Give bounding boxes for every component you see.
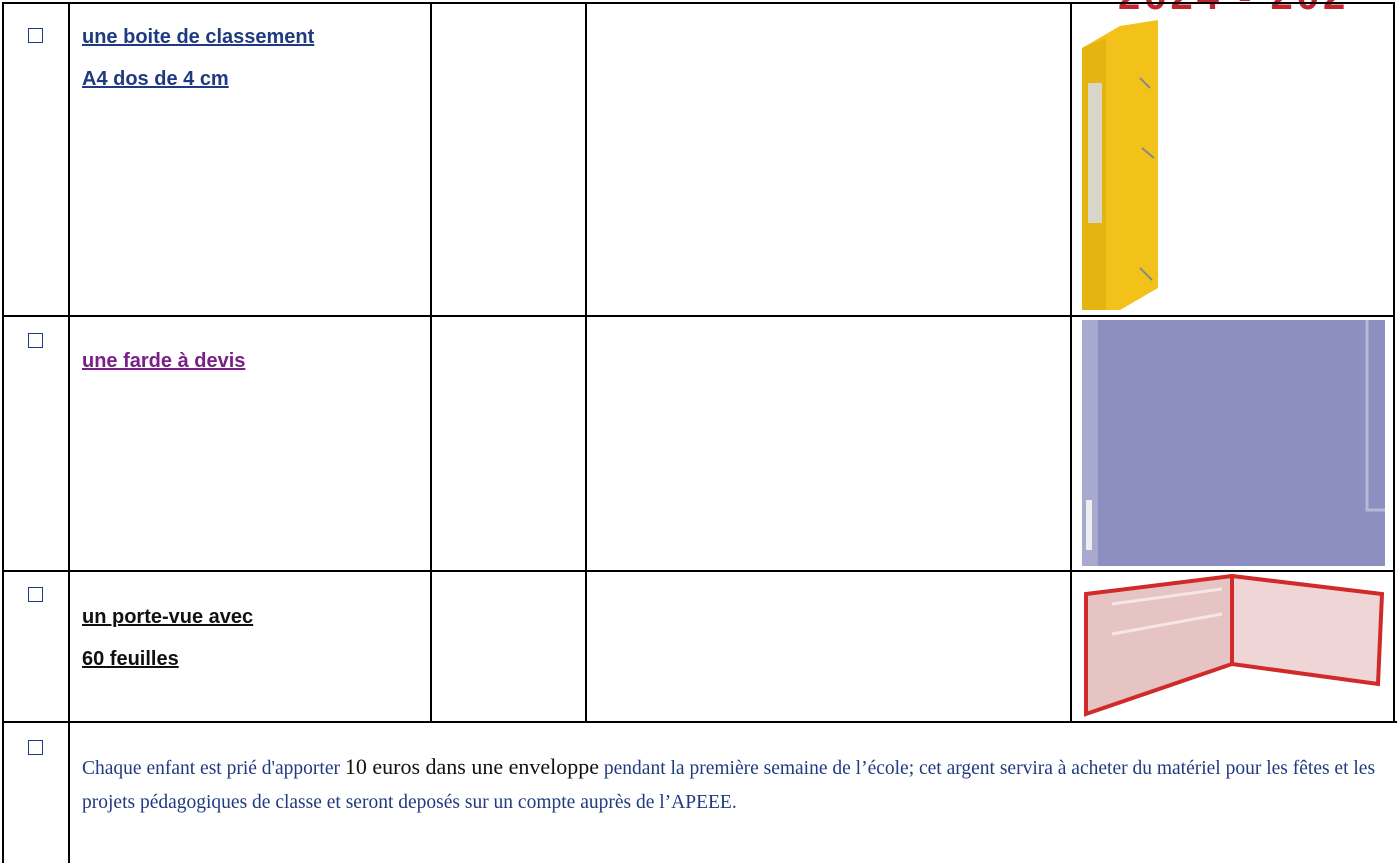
item-line: un porte-vue avec bbox=[82, 606, 254, 628]
border bbox=[1070, 2, 1072, 722]
note-text: 10 euros dans une enveloppe bbox=[344, 754, 600, 779]
box-image bbox=[1082, 20, 1158, 310]
item-line: une boite de classement bbox=[82, 26, 315, 48]
item: une boite de classement A4 dos de 4 cm bbox=[82, 16, 314, 100]
item: une farde à devis bbox=[82, 340, 245, 382]
note: Chaque enfant est prié d'apporter 10 eur… bbox=[82, 750, 1397, 820]
item-line: une farde à devis bbox=[82, 350, 246, 372]
border bbox=[2, 315, 1395, 317]
border bbox=[585, 2, 587, 722]
checkbox[interactable] bbox=[28, 740, 43, 755]
note-text: pendant la première semaine de l’école; … bbox=[82, 758, 1376, 813]
border bbox=[2, 570, 1395, 572]
year-header: 2024 - 202 bbox=[1118, 0, 1349, 19]
border bbox=[1393, 2, 1395, 722]
checkbox[interactable] bbox=[28, 28, 43, 43]
border bbox=[2, 2, 1395, 4]
border bbox=[430, 2, 432, 722]
border bbox=[2, 2, 4, 863]
note-text: Chaque enfant est prié d'apporter bbox=[82, 758, 345, 779]
checkbox[interactable] bbox=[28, 587, 43, 602]
checkbox[interactable] bbox=[28, 333, 43, 348]
portfolio-image bbox=[1084, 574, 1385, 717]
item-line: 60 feuilles bbox=[82, 648, 179, 670]
border bbox=[2, 721, 1397, 723]
item: un porte-vue avec 60 feuilles bbox=[82, 596, 253, 680]
folder-image bbox=[1082, 320, 1385, 566]
item-line: A4 dos de 4 cm bbox=[82, 68, 229, 90]
border bbox=[68, 2, 70, 863]
